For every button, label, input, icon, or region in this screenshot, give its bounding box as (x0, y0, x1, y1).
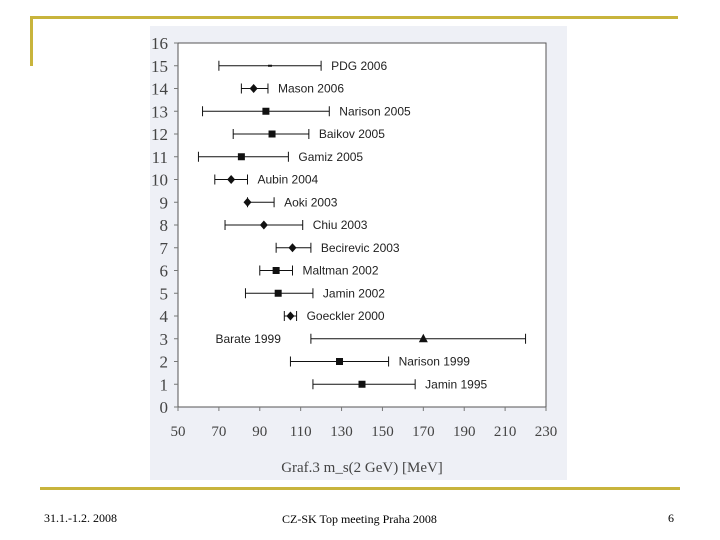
data-point-square (262, 107, 270, 115)
data-point-square (272, 267, 280, 274)
data-point-square (237, 153, 245, 161)
x-tick-label: 230 (535, 424, 558, 440)
data-point-label: Narison 2005 (339, 104, 411, 118)
data-point-label: Chiu 2003 (313, 218, 368, 232)
x-tick-label: 150 (371, 424, 394, 440)
x-tick-label: 170 (412, 424, 435, 440)
y-tick-label: 2 (160, 353, 169, 372)
y-tick-label: 16 (151, 34, 168, 53)
data-point-square (336, 358, 344, 365)
decorative-left-line (30, 16, 33, 66)
x-tick-label: 90 (252, 424, 267, 440)
data-point-label: Maltman 2002 (302, 264, 378, 278)
y-tick-label: 14 (151, 80, 169, 99)
y-tick-label: 13 (151, 102, 168, 121)
footer-title: CZ-SK Top meeting Praha 2008 (282, 512, 437, 526)
data-point-label: Jamin 2002 (323, 286, 385, 300)
data-point-square (274, 289, 282, 297)
x-tick-label: 50 (171, 424, 186, 440)
y-tick-label: 0 (160, 398, 169, 417)
data-point-diamond (259, 220, 268, 230)
data-point-label: Jamin 1995 (425, 377, 487, 391)
data-point-label: Baikov 2005 (319, 127, 385, 141)
x-tick-label: 210 (494, 424, 517, 440)
data-point-label: Narison 1999 (399, 355, 471, 369)
y-tick-label: 15 (151, 57, 168, 76)
data-point-label: PDG 2006 (331, 59, 387, 73)
data-point-diamond (243, 197, 252, 207)
y-tick-label: 12 (151, 125, 168, 144)
y-tick-label: 10 (151, 171, 168, 190)
y-tick-label: 3 (160, 330, 169, 349)
decorative-bottom-line (40, 487, 680, 490)
y-tick-label: 7 (160, 239, 169, 258)
y-tick-label: 4 (160, 307, 169, 326)
data-point-label: Barate 1999 (215, 332, 281, 346)
data-point-triangle (418, 333, 428, 343)
x-tick-label: 130 (330, 424, 353, 440)
footer-page-number: 6 (668, 511, 674, 525)
y-tick-label: 11 (152, 148, 168, 167)
data-point-diamond (249, 84, 258, 93)
y-tick-label: 9 (160, 193, 169, 212)
y-tick-label: 5 (160, 284, 169, 303)
data-point-label: Mason 2006 (278, 82, 344, 96)
data-point-square (268, 130, 276, 138)
data-point-label: Aoki 2003 (284, 195, 338, 209)
data-point-label: Becirevic 2003 (321, 241, 400, 255)
x-tick-label: 190 (453, 424, 476, 440)
data-point-square (358, 380, 366, 388)
data-point-label: Gamiz 2005 (298, 150, 363, 164)
y-tick-label: 6 (160, 262, 169, 281)
decorative-top-line (30, 16, 678, 19)
y-tick-label: 1 (160, 375, 169, 394)
x-tick-label: 110 (290, 424, 312, 440)
data-point-label: Aubin 2004 (258, 173, 319, 187)
x-axis-label: Graf.3 m_s(2 GeV) [MeV] (281, 460, 443, 476)
y-tick-label: 8 (160, 216, 169, 235)
data-point-label: Goeckler 2000 (307, 309, 385, 323)
data-point-diamond (286, 311, 295, 321)
data-point-diamond (288, 243, 297, 253)
data-point-diamond (227, 175, 236, 184)
x-tick-label: 70 (211, 424, 226, 440)
footer-date: 31.1.-1.2. 2008 (44, 511, 117, 525)
